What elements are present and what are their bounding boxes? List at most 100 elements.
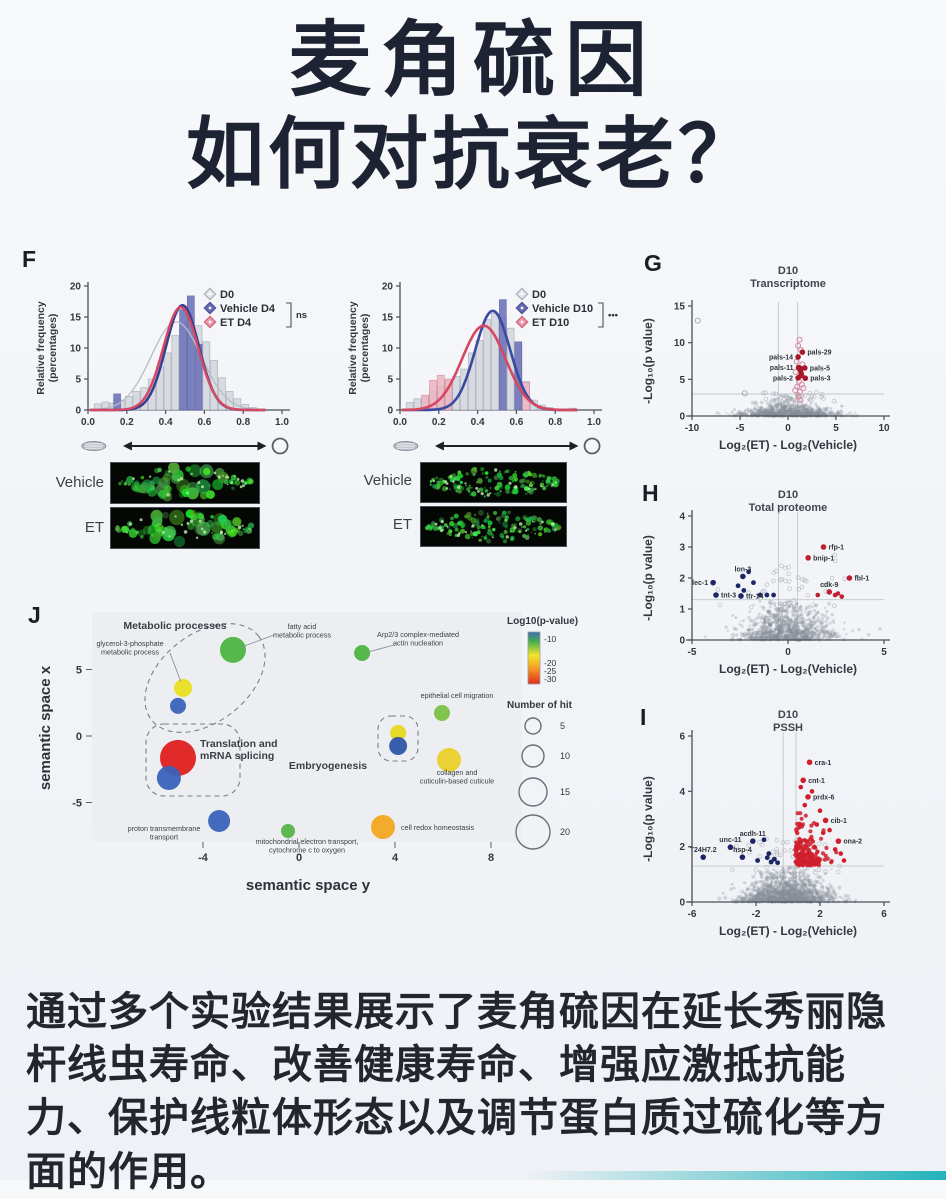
- svg-text:20: 20: [382, 282, 394, 293]
- svg-text:lon-3: lon-3: [735, 566, 752, 573]
- svg-text:-10: -10: [544, 634, 557, 644]
- svg-text:-30: -30: [544, 674, 557, 684]
- svg-text:4: 4: [392, 852, 399, 864]
- svg-text:•••: •••: [608, 310, 619, 321]
- svg-text:2: 2: [679, 574, 685, 585]
- svg-text:10: 10: [878, 423, 890, 434]
- svg-text:ona-2: ona-2: [843, 839, 862, 846]
- svg-text:Number of hit: Number of hit: [507, 700, 573, 711]
- svg-text:-25: -25: [544, 666, 557, 676]
- histogram-d4: 0 5 10 15 20 0.0 0.2 0.4 0.6 0.8 1.0 Relative frequ…: [35, 282, 307, 455]
- svg-text:Log10(p-value): Log10(p-value): [507, 616, 578, 627]
- svg-text:0.2: 0.2: [432, 417, 446, 428]
- svg-text:-6: -6: [688, 909, 697, 920]
- svg-text:5: 5: [76, 665, 82, 677]
- svg-text:8: 8: [488, 852, 494, 864]
- micro-label-et-d4: ET: [84, 519, 104, 536]
- svg-text:(percentages): (percentages): [359, 314, 371, 383]
- svg-text:4: 4: [679, 512, 685, 523]
- svg-text:Log₂(ET) - Log₂(Vehicle): Log₂(ET) - Log₂(Vehicle): [719, 662, 857, 676]
- svg-text:2: 2: [817, 909, 823, 920]
- svg-text:ns: ns: [296, 310, 307, 321]
- svg-text:ttr-14: ttr-14: [746, 593, 764, 600]
- svg-text:tnt-3: tnt-3: [721, 593, 736, 600]
- svg-text:pals-14: pals-14: [769, 354, 793, 361]
- title-line1: 麦角硫因: [288, 15, 657, 106]
- svg-text:0: 0: [75, 406, 81, 417]
- svg-text:15: 15: [674, 302, 686, 313]
- svg-text:cib-1: cib-1: [831, 818, 847, 825]
- svg-text:cra-1: cra-1: [815, 760, 832, 767]
- svg-text:6: 6: [679, 732, 685, 743]
- svg-text:-Log₁₀(p value): -Log₁₀(p value): [641, 776, 655, 862]
- fluorescence-image-vehicle-d4: [110, 462, 260, 504]
- panel-letter-g: G: [644, 250, 662, 276]
- svg-text:acdh-11: acdh-11: [740, 831, 766, 838]
- svg-text:10: 10: [560, 751, 570, 761]
- page-title: 麦角硫因 如何对抗衰老？: [0, 14, 946, 200]
- svg-text:1.0: 1.0: [275, 417, 289, 428]
- svg-text:0.2: 0.2: [120, 417, 134, 428]
- fluorescence-image-vehicle-d10: [420, 462, 567, 503]
- svg-text:pals-2: pals-2: [773, 375, 793, 382]
- svg-text:D10: D10: [778, 489, 798, 501]
- svg-text:Vehicle D4: Vehicle D4: [220, 303, 276, 315]
- svg-text:unc-11: unc-11: [719, 837, 741, 844]
- svg-text:-Log₁₀(p value): -Log₁₀(p value): [641, 318, 655, 404]
- svg-text:semantic space y: semantic space y: [246, 877, 371, 894]
- svg-text:5: 5: [387, 375, 393, 386]
- svg-text:0: 0: [76, 731, 82, 743]
- svg-text:0.0: 0.0: [81, 417, 95, 428]
- panel-letter-h: H: [642, 480, 659, 506]
- svg-text:(percentages): (percentages): [47, 314, 59, 383]
- histogram-d10: 0 5 10 15 20 0.0 0.2 0.4 0.6 0.8 1.0 Relative frequ…: [347, 282, 619, 455]
- svg-text:fbl-1: fbl-1: [854, 576, 869, 583]
- svg-text:10: 10: [674, 338, 686, 349]
- svg-text:-20: -20: [544, 658, 557, 668]
- svg-text:ET D4: ET D4: [220, 317, 252, 329]
- svg-text:-2: -2: [752, 909, 761, 920]
- svg-text:0: 0: [679, 412, 685, 423]
- svg-text:5: 5: [75, 375, 81, 386]
- go-term-bubble-plot: Metabolic processes glycerol-3-phosphate m…: [37, 612, 578, 894]
- svg-text:pals-5: pals-5: [810, 365, 830, 372]
- svg-text:D10: D10: [778, 709, 798, 721]
- svg-text:0.6: 0.6: [509, 417, 523, 428]
- svg-text:-5: -5: [736, 423, 745, 434]
- svg-text:Metabolic processes: Metabolic processes: [123, 620, 226, 632]
- svg-text:-Log₁₀(p value): -Log₁₀(p value): [641, 535, 655, 621]
- fluorescence-image-et-d10: [420, 506, 567, 547]
- svg-text:epithelial cell migration: epithelial cell migration: [421, 691, 494, 700]
- panel-letter-i: I: [640, 704, 647, 730]
- svg-text:15: 15: [382, 313, 394, 324]
- svg-text:-5: -5: [688, 647, 697, 658]
- svg-text:rfp-1: rfp-1: [829, 545, 845, 552]
- svg-text:cell redox homeostasis: cell redox homeostasis: [401, 823, 475, 832]
- svg-text:10: 10: [70, 344, 82, 355]
- svg-text:hsp-4: hsp-4: [733, 847, 752, 854]
- svg-text:Vehicle D10: Vehicle D10: [532, 303, 593, 315]
- svg-text:0.4: 0.4: [159, 417, 173, 428]
- svg-text:cdk-9: cdk-9: [820, 582, 838, 589]
- svg-text:3: 3: [679, 543, 685, 554]
- svg-text:semantic space x: semantic space x: [37, 665, 54, 790]
- micro-label-vehicle-d4: Vehicle: [55, 474, 104, 491]
- svg-text:Log₂(ET) - Log₂(Vehicle): Log₂(ET) - Log₂(Vehicle): [719, 924, 857, 938]
- svg-text:bnip-1: bnip-1: [813, 555, 834, 562]
- svg-text:20: 20: [70, 282, 82, 293]
- micro-label-et-d10: ET: [392, 516, 412, 533]
- svg-text:Transcriptome: Transcriptome: [750, 278, 826, 290]
- svg-text:lec-1: lec-1: [692, 580, 708, 587]
- svg-text:0.8: 0.8: [236, 417, 250, 428]
- svg-text:0: 0: [387, 406, 393, 417]
- svg-text:D0: D0: [532, 289, 546, 301]
- svg-text:D0: D0: [220, 289, 234, 301]
- fluorescence-image-et-d4: [110, 507, 260, 549]
